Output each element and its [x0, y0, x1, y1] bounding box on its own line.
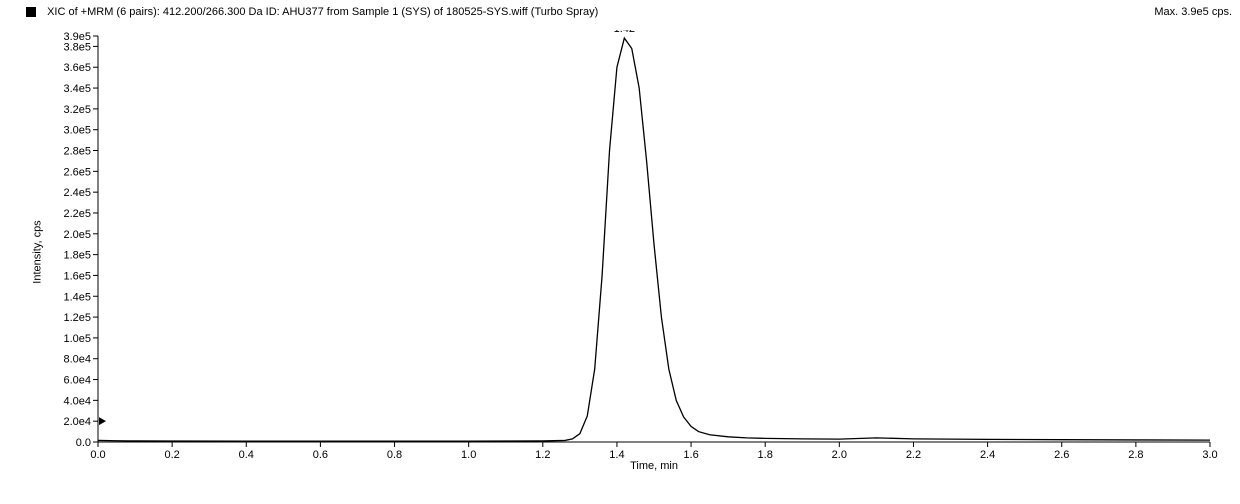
- chromatogram-frame: XIC of +MRM (6 pairs): 412.200/266.300 D…: [0, 0, 1240, 504]
- svg-text:1.6: 1.6: [683, 449, 698, 461]
- svg-text:1.8e5: 1.8e5: [63, 250, 91, 262]
- svg-text:1.2: 1.2: [535, 449, 550, 461]
- svg-text:4.0e4: 4.0e4: [63, 395, 91, 407]
- svg-text:2.4: 2.4: [980, 449, 995, 461]
- svg-text:1.4: 1.4: [609, 449, 624, 461]
- y-axis-label: Intensity, cps: [32, 220, 44, 283]
- svg-text:3.0e5: 3.0e5: [63, 125, 91, 137]
- svg-text:3.2e5: 3.2e5: [63, 104, 91, 116]
- chart-title: XIC of +MRM (6 pairs): 412.200/266.300 D…: [47, 6, 598, 18]
- svg-text:2.0e4: 2.0e4: [63, 416, 91, 428]
- svg-text:0.2: 0.2: [164, 449, 179, 461]
- svg-text:2.8: 2.8: [1128, 449, 1143, 461]
- svg-text:1.42: 1.42: [614, 30, 635, 35]
- svg-text:1.0e5: 1.0e5: [63, 333, 91, 345]
- legend-swatch: [26, 7, 36, 17]
- svg-text:0.4: 0.4: [239, 449, 254, 461]
- svg-text:0.0: 0.0: [90, 449, 105, 461]
- svg-text:0.0: 0.0: [76, 437, 91, 449]
- svg-text:1.2e5: 1.2e5: [63, 312, 91, 324]
- svg-text:6.0e4: 6.0e4: [63, 375, 91, 387]
- svg-text:2.4e5: 2.4e5: [63, 187, 91, 199]
- svg-text:2.0e5: 2.0e5: [63, 229, 91, 241]
- chromatogram-svg: 0.0 2.0e4 4.0e4 6.0e4 8.0e4 1.0e5 1.2e5 1.4e5 1.…: [50, 30, 1220, 470]
- svg-text:1.4e5: 1.4e5: [63, 291, 91, 303]
- plot-area: 0.0 2.0e4 4.0e4 6.0e4 8.0e4 1.0e5 1.2e5 1.4e5 1.…: [50, 30, 1220, 470]
- svg-text:3.6e5: 3.6e5: [63, 62, 91, 74]
- x-axis-label: Time, min: [630, 460, 678, 472]
- svg-text:2.6e5: 2.6e5: [63, 166, 91, 178]
- chart-header: XIC of +MRM (6 pairs): 412.200/266.300 D…: [26, 6, 1232, 22]
- svg-text:3.4e5: 3.4e5: [63, 83, 91, 95]
- svg-text:2.2e5: 2.2e5: [63, 208, 91, 220]
- svg-text:2.6: 2.6: [1054, 449, 1069, 461]
- svg-text:1.8: 1.8: [758, 449, 773, 461]
- svg-text:2.2: 2.2: [906, 449, 921, 461]
- max-intensity-label: Max. 3.9e5 cps.: [1154, 6, 1232, 18]
- svg-text:1.6e5: 1.6e5: [63, 270, 91, 282]
- svg-text:1.0: 1.0: [461, 449, 476, 461]
- svg-text:8.0e4: 8.0e4: [63, 354, 91, 366]
- svg-text:0.6: 0.6: [313, 449, 328, 461]
- svg-text:3.9e5: 3.9e5: [63, 31, 91, 43]
- svg-text:2.8e5: 2.8e5: [63, 146, 91, 158]
- svg-text:0.8: 0.8: [387, 449, 402, 461]
- svg-text:3.8e5: 3.8e5: [63, 41, 91, 53]
- svg-text:3.0: 3.0: [1202, 449, 1217, 461]
- svg-text:2.0: 2.0: [832, 449, 847, 461]
